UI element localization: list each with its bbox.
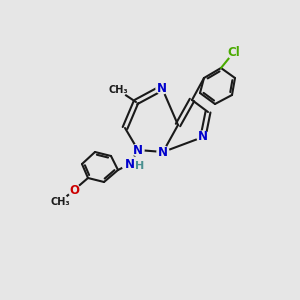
Circle shape — [157, 146, 169, 158]
Text: N: N — [125, 158, 135, 170]
Circle shape — [132, 144, 144, 156]
Text: CH₃: CH₃ — [108, 85, 128, 95]
Text: N: N — [133, 143, 143, 157]
Text: Cl: Cl — [228, 46, 240, 59]
Text: H: H — [135, 161, 145, 171]
Circle shape — [52, 194, 68, 210]
Circle shape — [227, 45, 241, 59]
Text: N: N — [158, 146, 168, 158]
Text: N: N — [157, 82, 167, 94]
Text: N: N — [198, 130, 208, 143]
Circle shape — [197, 131, 209, 143]
Circle shape — [122, 156, 138, 172]
Circle shape — [156, 82, 168, 94]
Circle shape — [110, 82, 126, 98]
Text: CH₃: CH₃ — [50, 197, 70, 207]
Text: O: O — [69, 184, 79, 196]
Circle shape — [68, 184, 80, 196]
